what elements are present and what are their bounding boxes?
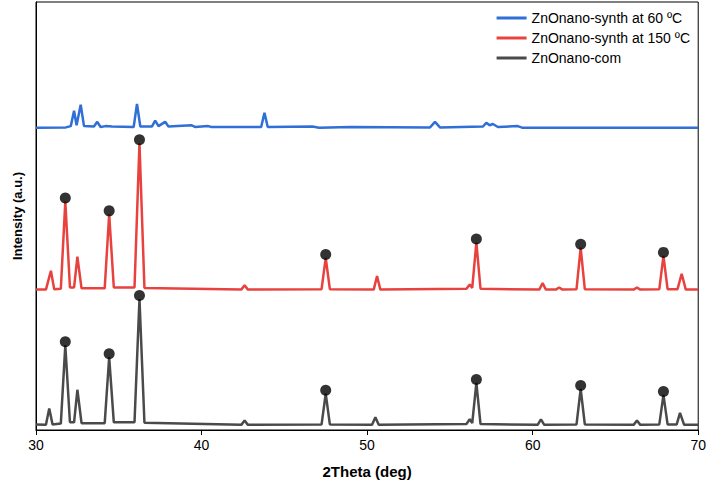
svg-text:60: 60 [525, 437, 541, 453]
svg-text:ZnOnano-synth at 60 ºC: ZnOnano-synth at 60 ºC [532, 10, 683, 26]
svg-text:70: 70 [690, 437, 706, 453]
svg-text:40: 40 [194, 437, 210, 453]
svg-text:Intensity (a.u.): Intensity (a.u.) [10, 172, 25, 260]
svg-text:50: 50 [359, 437, 375, 453]
svg-text:ZnOnano-com: ZnOnano-com [532, 50, 621, 66]
svg-text:ZnOnano-synth at 150 ºC: ZnOnano-synth at 150 ºC [532, 30, 690, 46]
svg-text:30: 30 [28, 437, 44, 453]
svg-text:2Theta (deg): 2Theta (deg) [323, 463, 412, 480]
